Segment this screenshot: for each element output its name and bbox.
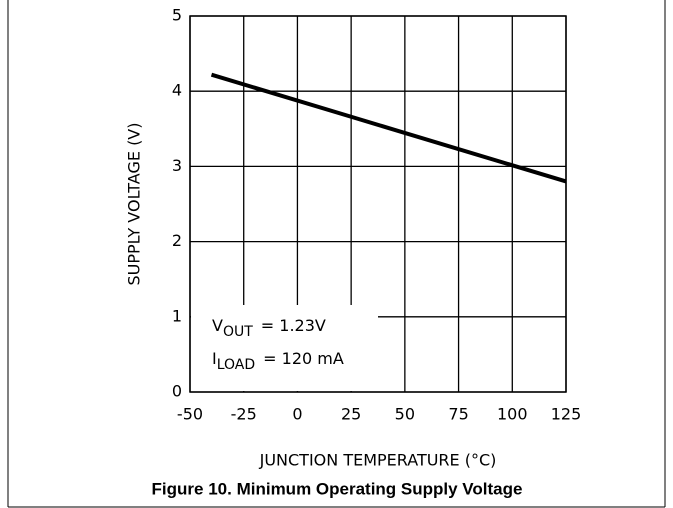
y-tick-label: 1 <box>172 306 182 325</box>
y-tick-label: 2 <box>172 231 182 250</box>
annotation: VOUT = 1.23V <box>212 316 326 341</box>
x-tick-label: 75 <box>448 405 468 424</box>
y-tick-label: 3 <box>172 156 182 175</box>
y-tick-label: 4 <box>172 81 182 100</box>
x-tick-label: -50 <box>177 405 203 424</box>
y-tick-label: 0 <box>172 382 182 401</box>
annotation: ILOAD = 120 mA <box>212 349 344 374</box>
plot-border <box>189 15 567 393</box>
x-tick-label: 100 <box>497 405 528 424</box>
caption: Figure 10. Minimum Operating Supply Volt… <box>152 479 523 498</box>
x-axis-label: JUNCTION TEMPERATURE (°C) <box>259 451 497 470</box>
x-tick-label: 0 <box>292 405 302 424</box>
y-axis-label: SUPPLY VOLTAGE (V) <box>125 123 144 286</box>
x-tick-label: 25 <box>341 405 361 424</box>
annotation-symbol: I <box>212 349 217 368</box>
annotation-text: = 1.23V <box>261 316 326 335</box>
annotation-symbol: V <box>212 316 223 335</box>
y-tick-label: 5 <box>172 6 182 25</box>
annotation-subscript: LOAD <box>217 357 255 373</box>
x-tick-label: 50 <box>395 405 415 424</box>
x-tick-label: -25 <box>231 405 257 424</box>
x-tick-label: 125 <box>551 405 582 424</box>
annotation-box <box>191 305 378 391</box>
data-line <box>210 72 567 184</box>
annotation-subscript: OUT <box>223 324 253 340</box>
annotation-text: = 120 mA <box>263 349 344 368</box>
